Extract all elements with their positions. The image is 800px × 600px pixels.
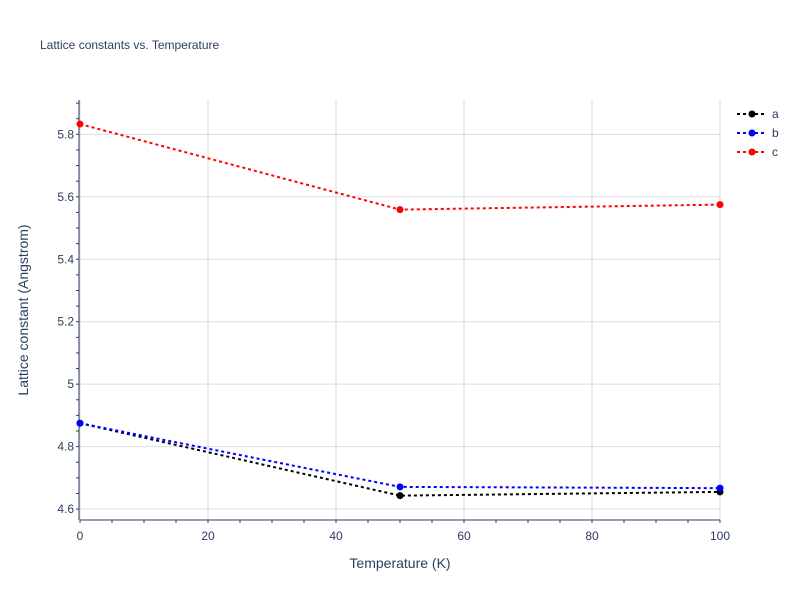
x-tick-label: 0 xyxy=(77,529,84,543)
series-layer xyxy=(76,120,724,500)
y-tick-label: 5 xyxy=(67,377,74,391)
data-point-b xyxy=(396,483,404,491)
data-point-a xyxy=(396,492,404,500)
data-point-c xyxy=(76,120,84,128)
data-point-c xyxy=(396,206,404,214)
legend-label-c: c xyxy=(772,145,778,159)
axes-layer: 0 20 40 60 80 100 4.6 4.8 5 5.2 5.4 5.6 5.8 xyxy=(57,100,730,543)
data-point-b xyxy=(716,484,724,492)
legend-marker-b xyxy=(748,129,756,137)
x-tick-label: 80 xyxy=(585,529,599,543)
x-tick-label: 60 xyxy=(457,529,471,543)
series-line-b xyxy=(79,422,721,490)
legend-label-b: b xyxy=(772,126,779,140)
legend[interactable]: abc xyxy=(737,107,779,159)
legend-label-a: a xyxy=(772,107,779,121)
x-tick-label: 100 xyxy=(710,529,730,543)
series-line-a xyxy=(79,422,721,497)
x-axis-title: Temperature (K) xyxy=(349,555,450,571)
y-tick-label: 5.4 xyxy=(57,252,74,266)
y-tick-label: 5.8 xyxy=(57,127,74,141)
x-tick-label: 40 xyxy=(329,529,343,543)
legend-marker-a xyxy=(748,110,756,118)
y-tick-label: 4.6 xyxy=(57,502,74,516)
y-axis-title: Lattice constant (Angstrom) xyxy=(15,224,31,395)
data-point-c xyxy=(716,201,724,209)
y-tick-label: 4.8 xyxy=(57,440,74,454)
y-tick-label: 5.2 xyxy=(57,315,74,329)
grid-layer xyxy=(79,100,721,520)
x-tick-label: 20 xyxy=(201,529,215,543)
y-tick-label: 5.6 xyxy=(57,190,74,204)
chart-title: Lattice constants vs. Temperature xyxy=(40,38,220,52)
data-point-b xyxy=(76,419,84,427)
legend-marker-c xyxy=(748,148,756,156)
